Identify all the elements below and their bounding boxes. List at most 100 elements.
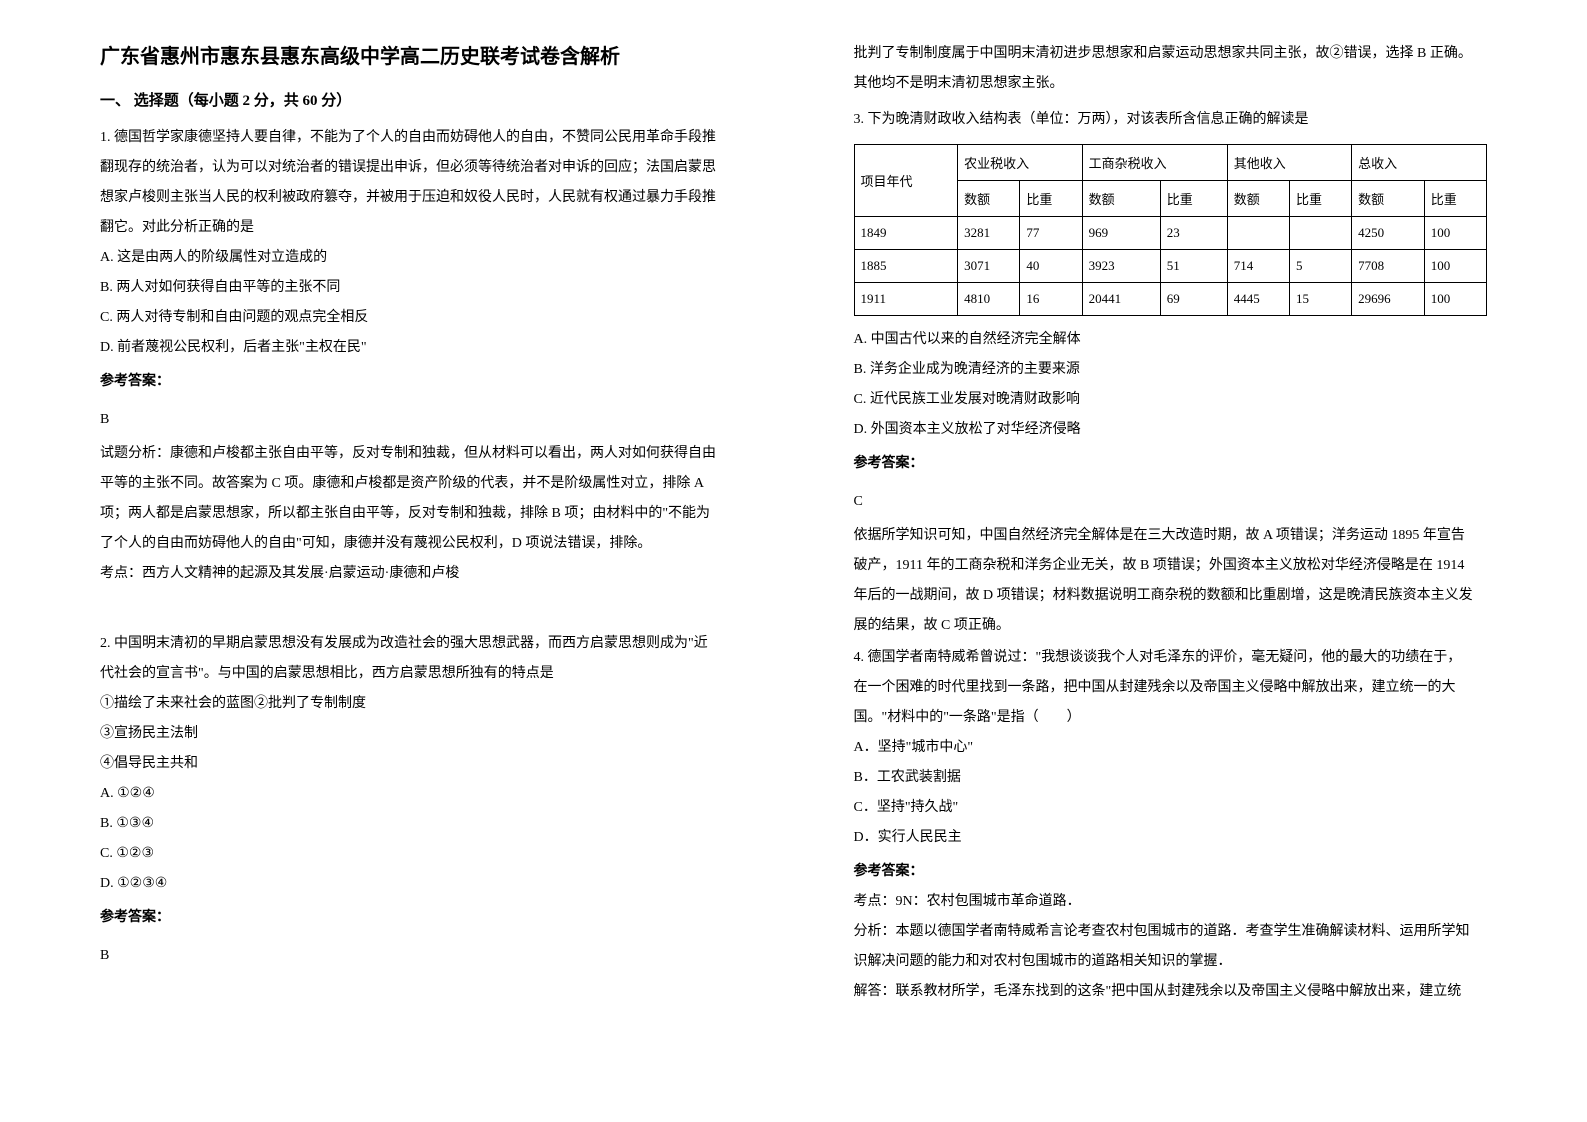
cell: 1911 (854, 283, 958, 316)
q2-opt-a: A. ①②④ (100, 780, 734, 808)
cell: 4445 (1227, 283, 1289, 316)
cell: 77 (1020, 217, 1082, 250)
q2-stem: 2. 中国明末清初的早期启蒙思想没有发展成为改造社会的强大思想武器，而西方启蒙思… (100, 630, 734, 658)
q1-explain: 项；两人都是启蒙思想家，所以都主张自由平等，反对专制和独裁，排除 B 项；由材料… (100, 500, 734, 528)
cell: 40 (1020, 250, 1082, 283)
cell (1289, 217, 1351, 250)
th-agri: 农业税收入 (958, 145, 1082, 181)
q2-stem: ①描绘了未来社会的蓝图②批判了专制制度 (100, 690, 734, 718)
q3-answer: C (854, 488, 1488, 516)
cell: 16 (1020, 283, 1082, 316)
q4-opt-b: B．工农武装割据 (854, 764, 1488, 792)
cell: 100 (1424, 250, 1486, 283)
cell: 1885 (854, 250, 958, 283)
q3-opt-c: C. 近代民族工业发展对晚清财政影响 (854, 386, 1488, 414)
q4-opt-c: C．坚持"持久战" (854, 794, 1488, 822)
cell: 23 (1160, 217, 1227, 250)
cell: 969 (1082, 217, 1160, 250)
q4-explain: 解答：联系教材所学，毛泽东找到的这条"把中国从封建残余以及帝国主义侵略中解放出来… (854, 978, 1488, 1006)
q4-stem: 在一个困难的时代里找到一条路，把中国从封建残余以及帝国主义侵略中解放出来，建立统… (854, 674, 1488, 702)
th-pct: 比重 (1020, 181, 1082, 217)
q1-stem: 翻它。对此分析正确的是 (100, 214, 734, 242)
cell: 4810 (958, 283, 1020, 316)
q3-opt-d: D. 外国资本主义放松了对华经济侵略 (854, 416, 1488, 444)
q1-stem: 1. 德国哲学家康德坚持人要自律，不能为了个人的自由而妨碍他人的自由，不赞同公民… (100, 124, 734, 152)
q1-explain: 了个人的自由而妨碍他人的自由"可知，康德并没有蔑视公民权利，D 项说法错误，排除… (100, 530, 734, 558)
q3-explain: 破产，1911 年的工商杂税和洋务企业无关，故 B 项错误；外国资本主义放松对华… (854, 552, 1488, 580)
doc-title: 广东省惠州市惠东县惠东高级中学高二历史联考试卷含解析 (100, 40, 734, 69)
th-total: 总收入 (1352, 145, 1487, 181)
q3-stem: 3. 下为晚清财政收入结构表（单位：万两），对该表所含信息正确的解读是 (854, 106, 1488, 134)
cell: 100 (1424, 217, 1486, 250)
q4-answer-label: 参考答案： (854, 858, 1488, 886)
q2-opt-b: B. ①③④ (100, 810, 734, 838)
table-row: 1885 3071 40 3923 51 714 5 7708 100 (854, 250, 1487, 283)
th-other: 其他收入 (1227, 145, 1351, 181)
q1-opt-c: C. 两人对待专制和自由问题的观点完全相反 (100, 304, 734, 332)
q2-stem: 代社会的宣言书"。与中国的启蒙思想相比，西方启蒙思想所独有的特点是 (100, 660, 734, 688)
q2-answer-label: 参考答案： (100, 904, 734, 932)
q1-stem: 翻现存的统治者，认为可以对统治者的错误提出申诉，但必须等待统治者对申诉的回应；法… (100, 154, 734, 182)
th-amt: 数额 (1227, 181, 1289, 217)
cell: 3071 (958, 250, 1020, 283)
left-column: 广东省惠州市惠东县惠东高级中学高二历史联考试卷含解析 一、 选择题（每小题 2 … (0, 40, 794, 1082)
cell: 3281 (958, 217, 1020, 250)
cell (1227, 217, 1289, 250)
q1-explain: 考点：西方人文精神的起源及其发展·启蒙运动·康德和卢梭 (100, 560, 734, 588)
cell: 5 (1289, 250, 1351, 283)
q4-stem: 4. 德国学者南特威希曾说过："我想谈谈我个人对毛泽东的评价，毫无疑问，他的最大… (854, 644, 1488, 672)
q1-opt-b: B. 两人对如何获得自由平等的主张不同 (100, 274, 734, 302)
q4-explain: 识解决问题的能力和对农村包围城市的道路相关知识的掌握． (854, 948, 1488, 976)
q2-stem: ④倡导民主共和 (100, 750, 734, 778)
q2-explain: 其他均不是明末清初思想家主张。 (854, 70, 1488, 98)
q2-opt-c: C. ①②③ (100, 840, 734, 868)
q1-opt-d: D. 前者蔑视公民权利，后者主张"主权在民" (100, 334, 734, 362)
cell: 15 (1289, 283, 1351, 316)
q2-answer: B (100, 942, 734, 970)
th-amt: 数额 (958, 181, 1020, 217)
cell: 51 (1160, 250, 1227, 283)
th-pct: 比重 (1289, 181, 1351, 217)
q4-opt-d: D．实行人民民主 (854, 824, 1488, 852)
q3-explain: 年后的一战期间，故 D 项错误；材料数据说明工商杂税的数额和比重剧增，这是晚清民… (854, 582, 1488, 610)
q4-opt-a: A．坚持"城市中心" (854, 734, 1488, 762)
th-amt: 数额 (1082, 181, 1160, 217)
q1-answer: B (100, 406, 734, 434)
cell: 20441 (1082, 283, 1160, 316)
th-pct: 比重 (1160, 181, 1227, 217)
right-column: 批判了专制制度属于中国明末清初进步思想家和启蒙运动思想家共同主张，故②错误，选择… (794, 40, 1587, 1082)
table-header-row: 项目年代 农业税收入 工商杂税收入 其他收入 总收入 (854, 145, 1487, 181)
th-amt: 数额 (1352, 181, 1425, 217)
cell: 1849 (854, 217, 958, 250)
table-row: 1911 4810 16 20441 69 4445 15 29696 100 (854, 283, 1487, 316)
cell: 3923 (1082, 250, 1160, 283)
section-heading: 一、 选择题（每小题 2 分，共 60 分） (100, 89, 734, 110)
q2-opt-d: D. ①②③④ (100, 870, 734, 898)
th-year: 项目年代 (854, 145, 958, 217)
q4-stem: 国。"材料中的"一条路"是指（ ） (854, 704, 1488, 732)
cell: 4250 (1352, 217, 1425, 250)
q3-opt-a: A. 中国古代以来的自然经济完全解体 (854, 326, 1488, 354)
q1-answer-label: 参考答案： (100, 368, 734, 396)
cell: 29696 (1352, 283, 1425, 316)
cell: 714 (1227, 250, 1289, 283)
q4-explain: 分析：本题以德国学者南特威希言论考查农村包围城市的道路．考查学生准确解读材料、运… (854, 918, 1488, 946)
th-pct: 比重 (1424, 181, 1486, 217)
cell: 69 (1160, 283, 1227, 316)
cell: 100 (1424, 283, 1486, 316)
q3-explain: 依据所学知识可知，中国自然经济完全解体是在三大改造时期，故 A 项错误；洋务运动… (854, 522, 1488, 550)
q3-opt-b: B. 洋务企业成为晚清经济的主要来源 (854, 356, 1488, 384)
q1-opt-a: A. 这是由两人的阶级属性对立造成的 (100, 244, 734, 272)
q4-explain: 考点：9N：农村包围城市革命道路． (854, 888, 1488, 916)
q1-explain: 平等的主张不同。故答案为 C 项。康德和卢梭都是资产阶级的代表，并不是阶级属性对… (100, 470, 734, 498)
table-row: 1849 3281 77 969 23 4250 100 (854, 217, 1487, 250)
q3-table: 项目年代 农业税收入 工商杂税收入 其他收入 总收入 数额 比重 数额 比重 数… (854, 144, 1488, 316)
q2-explain: 批判了专制制度属于中国明末清初进步思想家和启蒙运动思想家共同主张，故②错误，选择… (854, 40, 1488, 68)
th-commerce: 工商杂税收入 (1082, 145, 1227, 181)
q2-stem: ③宣扬民主法制 (100, 720, 734, 748)
q1-stem: 想家卢梭则主张当人民的权利被政府篡夺，并被用于压迫和奴役人民时，人民就有权通过暴… (100, 184, 734, 212)
q1-explain: 试题分析：康德和卢梭都主张自由平等，反对专制和独裁，但从材料可以看出，两人对如何… (100, 440, 734, 468)
q3-explain: 展的结果，故 C 项正确。 (854, 612, 1488, 640)
q3-answer-label: 参考答案： (854, 450, 1488, 478)
cell: 7708 (1352, 250, 1425, 283)
